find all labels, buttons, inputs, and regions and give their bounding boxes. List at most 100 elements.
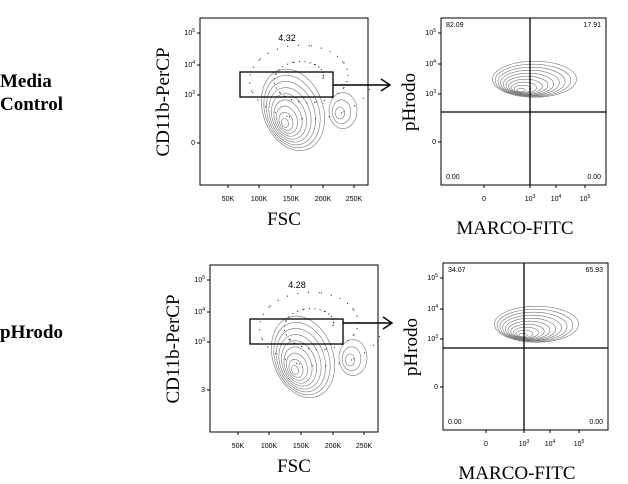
y-tick-label: 104 xyxy=(427,304,438,313)
event-dot xyxy=(346,302,349,304)
event-dot xyxy=(301,118,303,120)
x-axis-label: MARCO-FITC xyxy=(458,463,575,484)
contour xyxy=(504,317,557,341)
contour xyxy=(271,93,307,140)
event-dot xyxy=(278,91,281,93)
y-tick-label-exp: 5 xyxy=(202,275,205,281)
event-dot xyxy=(275,73,277,75)
event-dot xyxy=(283,329,286,332)
event-dot xyxy=(285,320,287,322)
contour xyxy=(497,66,566,97)
event-dot xyxy=(310,45,312,47)
y-tick-label-exp: 3 xyxy=(433,89,436,95)
x-tick-label-base: 10 xyxy=(551,196,559,203)
event-dot xyxy=(252,66,255,68)
event-dot xyxy=(314,64,316,66)
row-label: Media Control xyxy=(0,71,63,115)
event-dot xyxy=(342,61,344,63)
contour xyxy=(291,365,299,375)
contour xyxy=(278,111,294,131)
x-tick-label: 150K xyxy=(293,443,310,450)
event-dot xyxy=(323,75,325,77)
event-dot xyxy=(343,111,345,113)
event-dot xyxy=(258,59,260,61)
contour xyxy=(494,305,579,343)
event-dot xyxy=(297,292,299,295)
event-dot xyxy=(330,315,333,318)
contour xyxy=(508,78,543,94)
event-dot xyxy=(307,291,310,293)
event-dot xyxy=(311,365,313,367)
event-dot xyxy=(325,365,327,367)
y-axis-label: CD11b-PerCP xyxy=(163,294,184,403)
y-tick-label: 3 xyxy=(201,387,205,394)
event-dot xyxy=(276,48,279,50)
x-tick-label: 0 xyxy=(482,196,486,203)
event-dot xyxy=(289,339,292,341)
event-dot xyxy=(314,308,316,310)
x-tick-label: 105 xyxy=(580,194,591,203)
y-tick-label: 0 xyxy=(191,140,195,147)
contour xyxy=(286,352,308,381)
event-dot xyxy=(269,305,271,307)
contour xyxy=(283,346,313,384)
x-tick-label-exp: 5 xyxy=(588,194,591,200)
event-dot xyxy=(333,322,335,324)
event-dot xyxy=(262,338,264,341)
x-tick-label-exp: 4 xyxy=(559,194,562,200)
event-dot xyxy=(341,112,343,114)
event-dot xyxy=(306,101,308,104)
contour xyxy=(278,334,322,390)
event-dot xyxy=(308,307,311,310)
contour xyxy=(492,60,577,98)
x-tick-label-exp: 5 xyxy=(582,439,585,445)
event-dot xyxy=(308,45,310,47)
y-tick-label-exp: 4 xyxy=(435,304,438,310)
contour xyxy=(338,339,368,376)
y-axis-label: CD11b-PerCP xyxy=(153,47,174,156)
contour xyxy=(513,84,532,93)
event-dot xyxy=(303,308,305,310)
y-tick-label-exp: 5 xyxy=(192,28,195,34)
event-dot xyxy=(264,106,267,108)
event-dot xyxy=(356,315,358,317)
y-tick-label: 104 xyxy=(425,59,436,68)
x-tick-label: 150K xyxy=(283,196,300,203)
x-tick-label-base: 10 xyxy=(525,196,533,203)
event-dot xyxy=(267,346,269,348)
event-dot xyxy=(288,338,291,340)
contour xyxy=(331,99,352,125)
x-tick-label: 50K xyxy=(232,443,245,450)
contour xyxy=(281,340,317,387)
y-tick-label: 103 xyxy=(194,337,205,346)
event-dot xyxy=(319,309,321,311)
event-dot xyxy=(278,69,280,71)
x-tick-label: 104 xyxy=(545,439,556,448)
gate-percent: 4.32 xyxy=(278,33,296,43)
event-dot xyxy=(296,362,298,364)
x-tick-label: 250K xyxy=(356,443,373,450)
event-dot xyxy=(333,346,335,348)
event-dot xyxy=(251,90,253,92)
event-dot xyxy=(318,292,320,294)
event-dot xyxy=(259,329,261,331)
event-dot xyxy=(324,348,326,350)
plot-frame xyxy=(442,262,609,431)
event-dot xyxy=(274,353,277,355)
y-tick-label: 103 xyxy=(427,334,438,343)
event-dot xyxy=(285,334,287,336)
contour xyxy=(335,106,345,120)
y-tick-label-base: 10 xyxy=(425,91,433,98)
y-tick-label-exp: 4 xyxy=(202,307,205,313)
quadrant-value: 0.00 xyxy=(446,174,460,181)
x-tick-label-base: 10 xyxy=(580,196,588,203)
gate xyxy=(249,318,344,345)
event-dot xyxy=(261,337,263,339)
event-dot xyxy=(249,74,251,76)
y-tick-label-exp: 4 xyxy=(192,60,195,66)
event-dot xyxy=(288,316,290,318)
y-tick-label-exp: 3 xyxy=(192,90,195,96)
event-dot xyxy=(286,115,288,117)
